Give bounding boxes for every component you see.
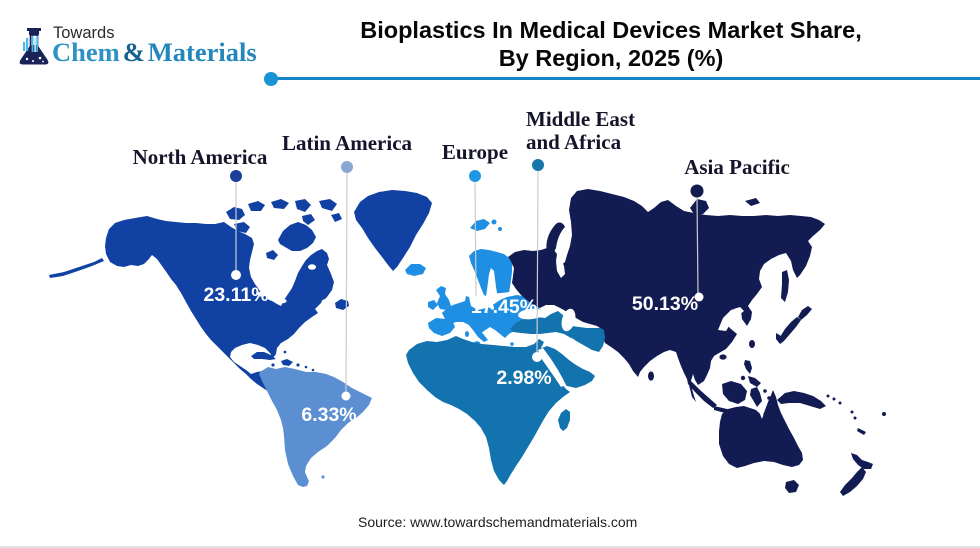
svg-text:Europe: Europe bbox=[442, 140, 508, 164]
svg-text:17.45%: 17.45% bbox=[471, 296, 537, 318]
svg-text:Middle East: Middle East bbox=[526, 107, 635, 131]
svg-text:Asia Pacific: Asia Pacific bbox=[684, 155, 790, 179]
svg-text:2.98%: 2.98% bbox=[496, 367, 551, 389]
svg-text:Chem&Materials: Chem & Materials bbox=[52, 37, 257, 67]
svg-text:50.13%: 50.13% bbox=[632, 293, 698, 315]
svg-text:North America: North America bbox=[133, 145, 268, 169]
svg-text:and Africa: and Africa bbox=[526, 130, 622, 154]
svg-text:Towards: Towards bbox=[53, 24, 114, 42]
svg-text:23.11%: 23.11% bbox=[203, 284, 268, 306]
svg-text:6.33%: 6.33% bbox=[301, 404, 356, 426]
svg-text:Latin America: Latin America bbox=[282, 131, 413, 155]
